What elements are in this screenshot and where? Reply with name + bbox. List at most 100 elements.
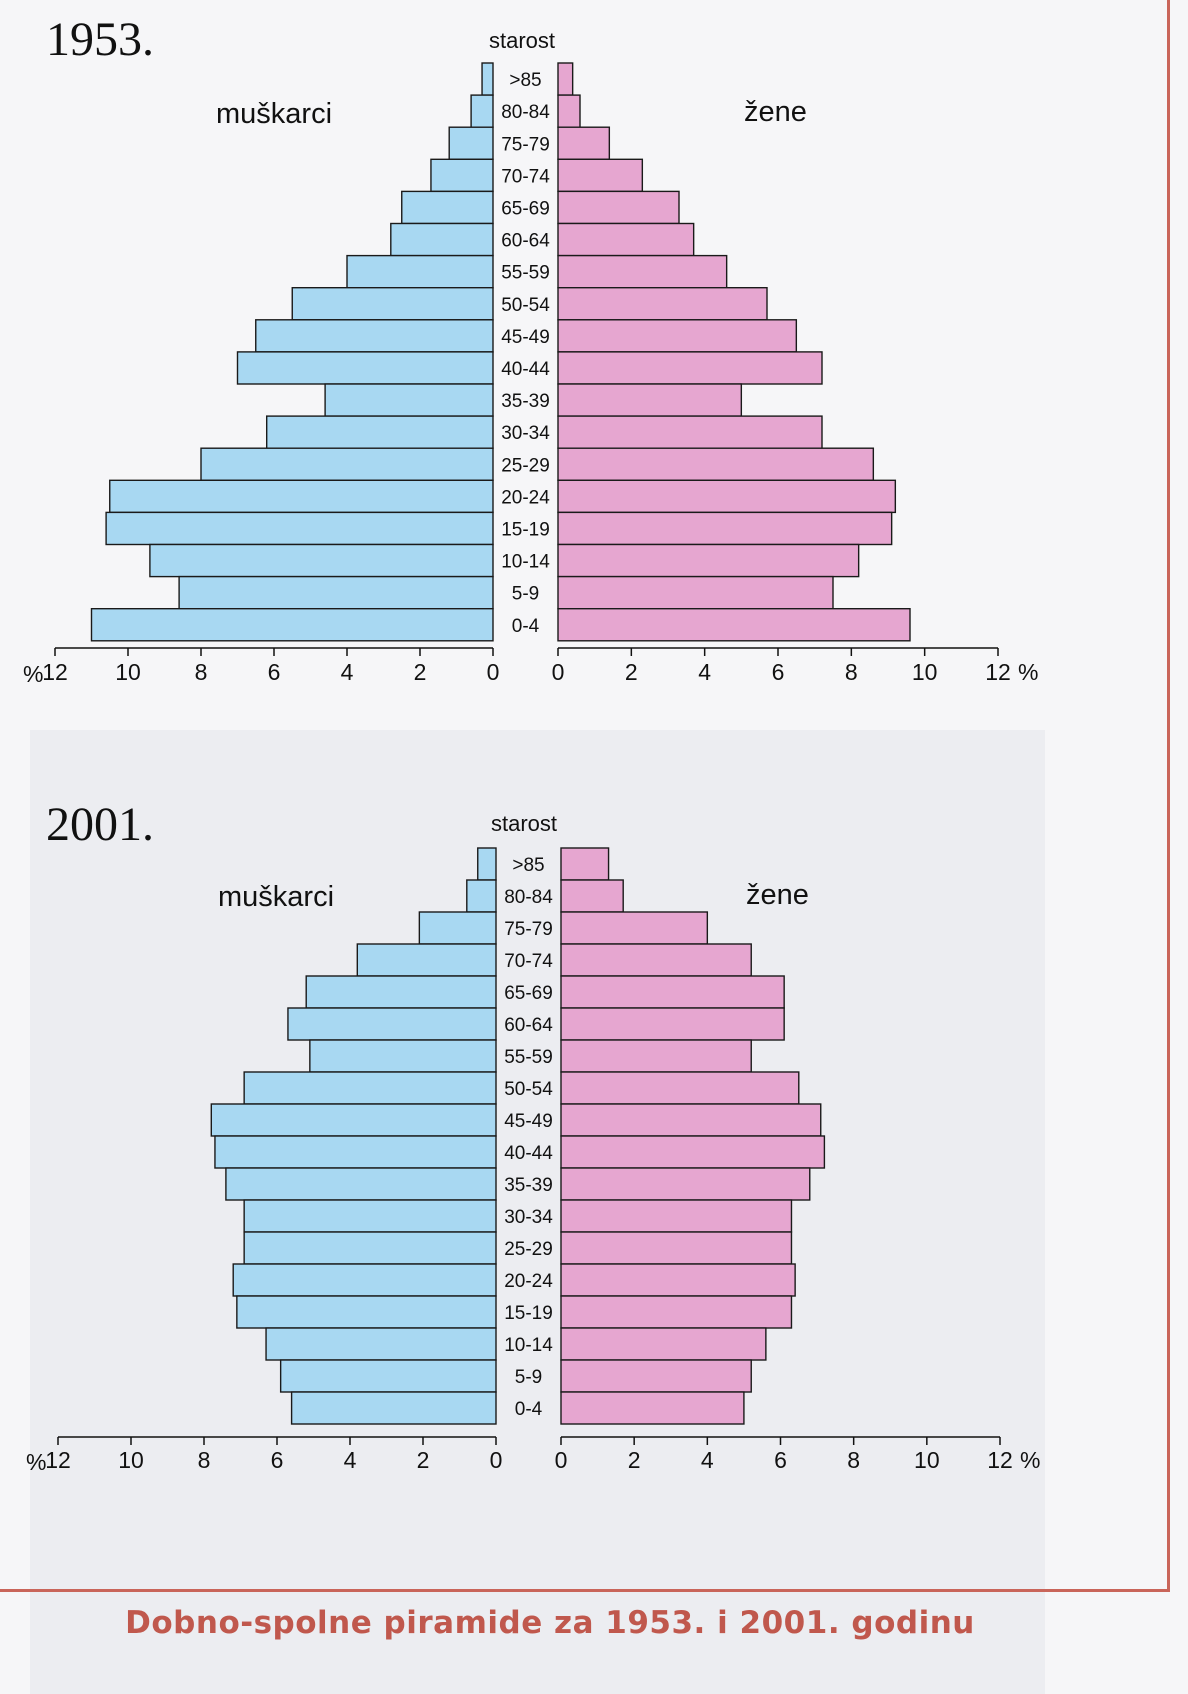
bar-female-70-74 bbox=[560, 943, 752, 977]
tick-label-left: 2 bbox=[414, 659, 427, 685]
age-label: 50-54 bbox=[504, 1079, 553, 1100]
age-label: 75-79 bbox=[504, 919, 553, 940]
age-label: 25-29 bbox=[501, 455, 550, 476]
unit-label-right: % bbox=[1020, 1447, 1040, 1473]
legend-female: žene bbox=[744, 96, 807, 128]
bar-female-40-44 bbox=[557, 351, 823, 385]
age-label: 80-84 bbox=[501, 102, 550, 123]
tick-label-left: 6 bbox=[268, 659, 281, 685]
bar-female->85 bbox=[557, 62, 574, 96]
bar-male-25-29 bbox=[200, 447, 494, 482]
bar-male-60-64 bbox=[390, 222, 494, 257]
tick-label-right: 10 bbox=[912, 659, 938, 685]
age-label: 60-64 bbox=[501, 231, 550, 252]
legend-male: muškarci bbox=[216, 98, 333, 130]
bar-male->85 bbox=[481, 62, 494, 96]
bar-male-20-24 bbox=[109, 479, 494, 514]
age-label: 30-34 bbox=[504, 1207, 553, 1228]
bar-male-0-4 bbox=[90, 608, 494, 642]
bar-female-75-79 bbox=[557, 126, 611, 160]
tick-label-left: 6 bbox=[271, 1447, 284, 1473]
bar-female-20-24 bbox=[557, 479, 897, 514]
bar-male-70-74 bbox=[430, 158, 494, 193]
tick-label-left: 2 bbox=[417, 1447, 430, 1473]
bar-female->85 bbox=[560, 847, 610, 881]
legend-male: muškarci bbox=[218, 881, 335, 913]
category-axis-label: starost bbox=[490, 811, 558, 836]
age-label: 15-19 bbox=[501, 519, 550, 540]
bar-male-10-14 bbox=[265, 1327, 497, 1361]
age-label: 45-49 bbox=[504, 1111, 553, 1132]
bar-male-55-59 bbox=[346, 254, 494, 289]
bar-female-80-84 bbox=[557, 94, 581, 128]
bar-female-60-64 bbox=[560, 1007, 785, 1041]
bar-male-75-79 bbox=[418, 911, 497, 945]
bar-female-35-39 bbox=[560, 1167, 811, 1201]
pyramid-1953: 1953. starost muškarci žene >85 80-84 75-7… bbox=[0, 0, 1188, 760]
bar-female-15-19 bbox=[560, 1295, 793, 1329]
age-label: 55-59 bbox=[501, 263, 550, 284]
bar-male-50-54 bbox=[291, 287, 494, 321]
age-label: 5-9 bbox=[515, 1367, 542, 1388]
bar-male-5-9 bbox=[279, 1359, 497, 1393]
bar-male-30-34 bbox=[243, 1199, 497, 1233]
tick-label-left: 10 bbox=[118, 1447, 144, 1473]
bar-male-50-54 bbox=[243, 1071, 497, 1105]
tick-label-left: 0 bbox=[490, 1447, 503, 1473]
tick-label-left: 8 bbox=[195, 659, 208, 685]
tick-label-right: 2 bbox=[628, 1447, 641, 1473]
tick-label-right: 8 bbox=[845, 659, 858, 685]
bar-male-75-79 bbox=[448, 126, 494, 160]
bar-male-80-84 bbox=[470, 94, 494, 128]
background-panel bbox=[30, 730, 1045, 1694]
bar-male-40-44 bbox=[236, 351, 494, 385]
tick-label-right: 4 bbox=[701, 1447, 714, 1473]
age-label: 70-74 bbox=[501, 166, 550, 187]
bar-female-45-49 bbox=[557, 319, 798, 353]
age-label: 65-69 bbox=[501, 198, 550, 219]
bar-female-10-14 bbox=[557, 543, 860, 578]
chart-title: 2001. bbox=[46, 798, 154, 851]
age-label: 60-64 bbox=[504, 1015, 553, 1036]
age-label: 35-39 bbox=[504, 1175, 553, 1196]
age-label: 80-84 bbox=[504, 887, 553, 908]
tick-label-left: 10 bbox=[115, 659, 141, 685]
age-label: >85 bbox=[509, 70, 541, 91]
bar-female-70-74 bbox=[557, 158, 644, 193]
bar-male-65-69 bbox=[305, 975, 497, 1009]
age-label: >85 bbox=[512, 855, 544, 876]
pyramid-plot: >85 80-84 75-79 70-74 65-69 60-64 55-59 50-54 45… bbox=[23, 62, 1038, 687]
unit-label-left: % bbox=[23, 661, 43, 687]
age-label: 65-69 bbox=[504, 983, 553, 1004]
age-label: 55-59 bbox=[504, 1047, 553, 1068]
age-label: 75-79 bbox=[501, 134, 550, 155]
bar-female-30-34 bbox=[557, 415, 823, 449]
bar-male-65-69 bbox=[401, 190, 494, 225]
bar-male->85 bbox=[477, 847, 497, 881]
age-label: 0-4 bbox=[515, 1399, 543, 1420]
tick-label-left: 8 bbox=[198, 1447, 211, 1473]
age-label: 45-49 bbox=[501, 327, 550, 348]
figure-caption: Dobno-spolne piramide za 1953. i 2001. g… bbox=[125, 1605, 975, 1641]
tick-label-right: 6 bbox=[772, 659, 785, 685]
bar-female-35-39 bbox=[557, 383, 743, 417]
tick-label-right: 10 bbox=[914, 1447, 940, 1473]
bar-female-65-69 bbox=[560, 975, 785, 1009]
tick-label-left: 4 bbox=[341, 659, 354, 685]
pyramid-plot: >8580-8475-7970-7465-6960-6455-5950-5445… bbox=[26, 847, 1040, 1475]
age-label: 15-19 bbox=[504, 1303, 553, 1324]
bar-female-60-64 bbox=[557, 222, 695, 257]
bar-male-15-19 bbox=[105, 511, 494, 546]
pyramid-2001: 2001. starost muškarci žene >85 80-84 75-7… bbox=[0, 798, 1188, 1605]
tick-label-right: 8 bbox=[847, 1447, 860, 1473]
age-label: 50-54 bbox=[501, 295, 550, 316]
bar-female-55-59 bbox=[557, 254, 728, 289]
bar-male-35-39 bbox=[324, 383, 494, 417]
bar-female-50-54 bbox=[557, 287, 768, 321]
age-label: 20-24 bbox=[501, 487, 550, 508]
page-frame bbox=[0, 0, 1170, 1592]
age-label: 40-44 bbox=[501, 359, 550, 380]
bar-female-65-69 bbox=[557, 190, 680, 225]
unit-label-right: % bbox=[1018, 659, 1038, 685]
bar-female-75-79 bbox=[560, 911, 709, 945]
